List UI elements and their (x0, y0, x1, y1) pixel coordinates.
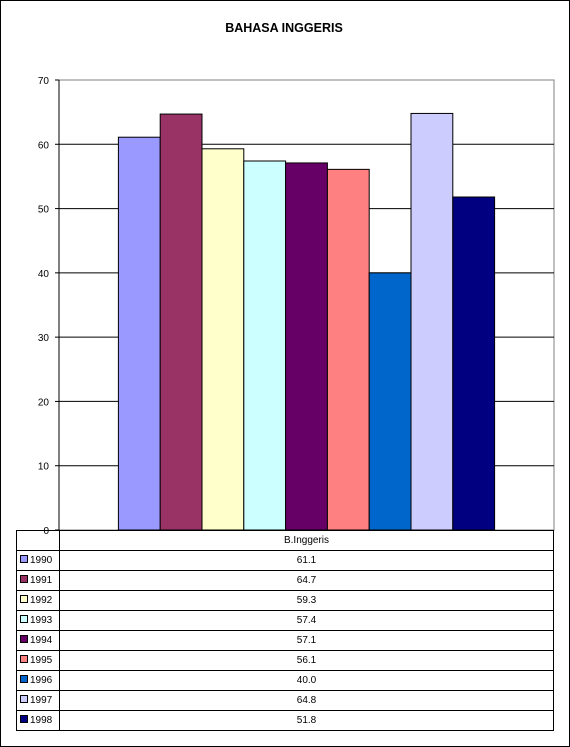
data-label: 57.4 (59, 610, 554, 631)
data-label: 64.8 (59, 690, 554, 711)
legend-label: 1997 (30, 695, 53, 706)
data-table-row: 1997 64.8 (16, 690, 554, 711)
legend-key: 1995 (16, 650, 60, 671)
legend-label: 1995 (30, 655, 53, 666)
legend-label: 1992 (30, 595, 53, 606)
data-table-row: 1994 57.1 (16, 630, 554, 651)
bar-1996 (368, 272, 412, 531)
data-label: 59.3 (59, 590, 554, 611)
legend-swatch (20, 655, 28, 664)
data-label: 57.1 (59, 630, 554, 651)
y-tick-label: 50 (38, 205, 50, 216)
legend-key: 1992 (16, 590, 60, 611)
data-table-header-row: B.Inggeris (16, 530, 554, 551)
bar-1990 (117, 136, 161, 531)
legend-label: 1991 (30, 575, 53, 586)
legend-swatch (20, 595, 28, 604)
bar-1992 (201, 148, 245, 531)
data-table-row: 1996 40.0 (16, 670, 554, 691)
bar-1995 (326, 168, 370, 531)
bar-1994 (285, 162, 328, 531)
legend-label: 1990 (30, 555, 53, 566)
data-table-row: 1993 57.4 (16, 610, 554, 631)
data-table-row: 1992 59.3 (16, 590, 554, 611)
y-tick-label: 40 (38, 269, 50, 280)
bar-1991 (159, 113, 203, 531)
y-tick-label: 20 (38, 397, 50, 408)
data-table-row: 1991 64.7 (16, 570, 554, 591)
data-table-row: 1995 56.1 (16, 650, 554, 671)
legend-key: 1994 (16, 630, 60, 651)
legend-key: 1998 (16, 710, 60, 731)
data-table-corner (16, 530, 60, 551)
legend-swatch (20, 715, 28, 724)
data-label: 64.7 (59, 570, 554, 591)
data-label: 40.0 (59, 670, 554, 691)
chart-title: BAHASA INGGERIS (225, 21, 343, 35)
legend-swatch (20, 615, 28, 624)
legend-swatch (20, 635, 28, 644)
legend-key: 1997 (16, 690, 60, 711)
data-label: 61.1 (59, 550, 554, 571)
y-tick-label: 10 (38, 462, 50, 473)
bar-1993 (243, 160, 287, 531)
legend-key: 1993 (16, 610, 60, 631)
legend-label: 1994 (30, 635, 53, 646)
data-table-row: 1990 61.1 (16, 550, 554, 571)
bar-1997 (410, 112, 454, 531)
legend-key: 1991 (16, 570, 60, 591)
legend-label: 1996 (30, 675, 53, 686)
data-table-row: 1998 51.8 (16, 710, 554, 731)
category-label: B.Inggeris (59, 530, 554, 551)
data-table: B.Inggeris 1990 61.1 1991 64.7 1992 59.3 1993 5… (16, 530, 554, 731)
legend-swatch (20, 575, 28, 584)
legend-key: 1996 (16, 670, 60, 691)
legend-label: 1993 (30, 615, 53, 626)
legend-label: 1998 (30, 715, 53, 726)
y-tick-label: 70 (38, 76, 50, 87)
legend-swatch (20, 555, 28, 564)
legend-swatch (20, 675, 28, 684)
legend-swatch (20, 695, 28, 704)
legend-key: 1990 (16, 550, 60, 571)
y-tick-label: 60 (38, 140, 50, 151)
bar-1998 (452, 196, 496, 531)
y-tick-label: 30 (38, 333, 50, 344)
data-label: 56.1 (59, 650, 554, 671)
data-label: 51.8 (59, 710, 554, 731)
